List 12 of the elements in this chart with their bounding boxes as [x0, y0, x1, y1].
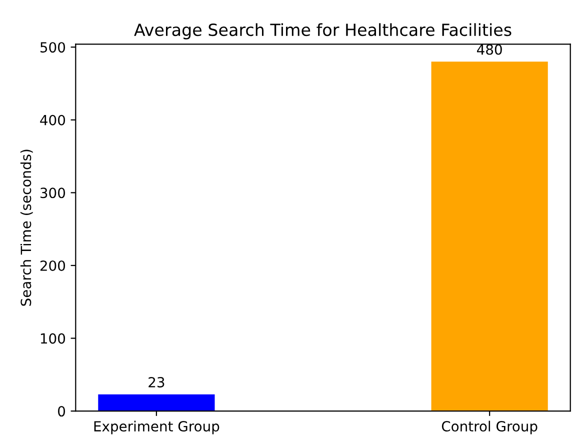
data-label: 23: [148, 376, 164, 388]
y-tick-label: 300: [40, 188, 66, 198]
y-tick-label: 0: [58, 406, 66, 417]
x-tick-label: Experiment Group: [94, 420, 220, 434]
x-tick-label: Control Group: [442, 420, 538, 434]
y-axis-title: Search Time (seconds): [20, 150, 33, 306]
data-label: 480: [477, 44, 502, 55]
y-tick-label: 200: [40, 260, 66, 271]
y-tick-label: 100: [40, 333, 66, 344]
chart-title: Average Search Time for Healthcare Facilities: [134, 23, 512, 40]
y-tick-label: 500: [40, 42, 66, 53]
y-tick-label: 400: [40, 114, 66, 126]
